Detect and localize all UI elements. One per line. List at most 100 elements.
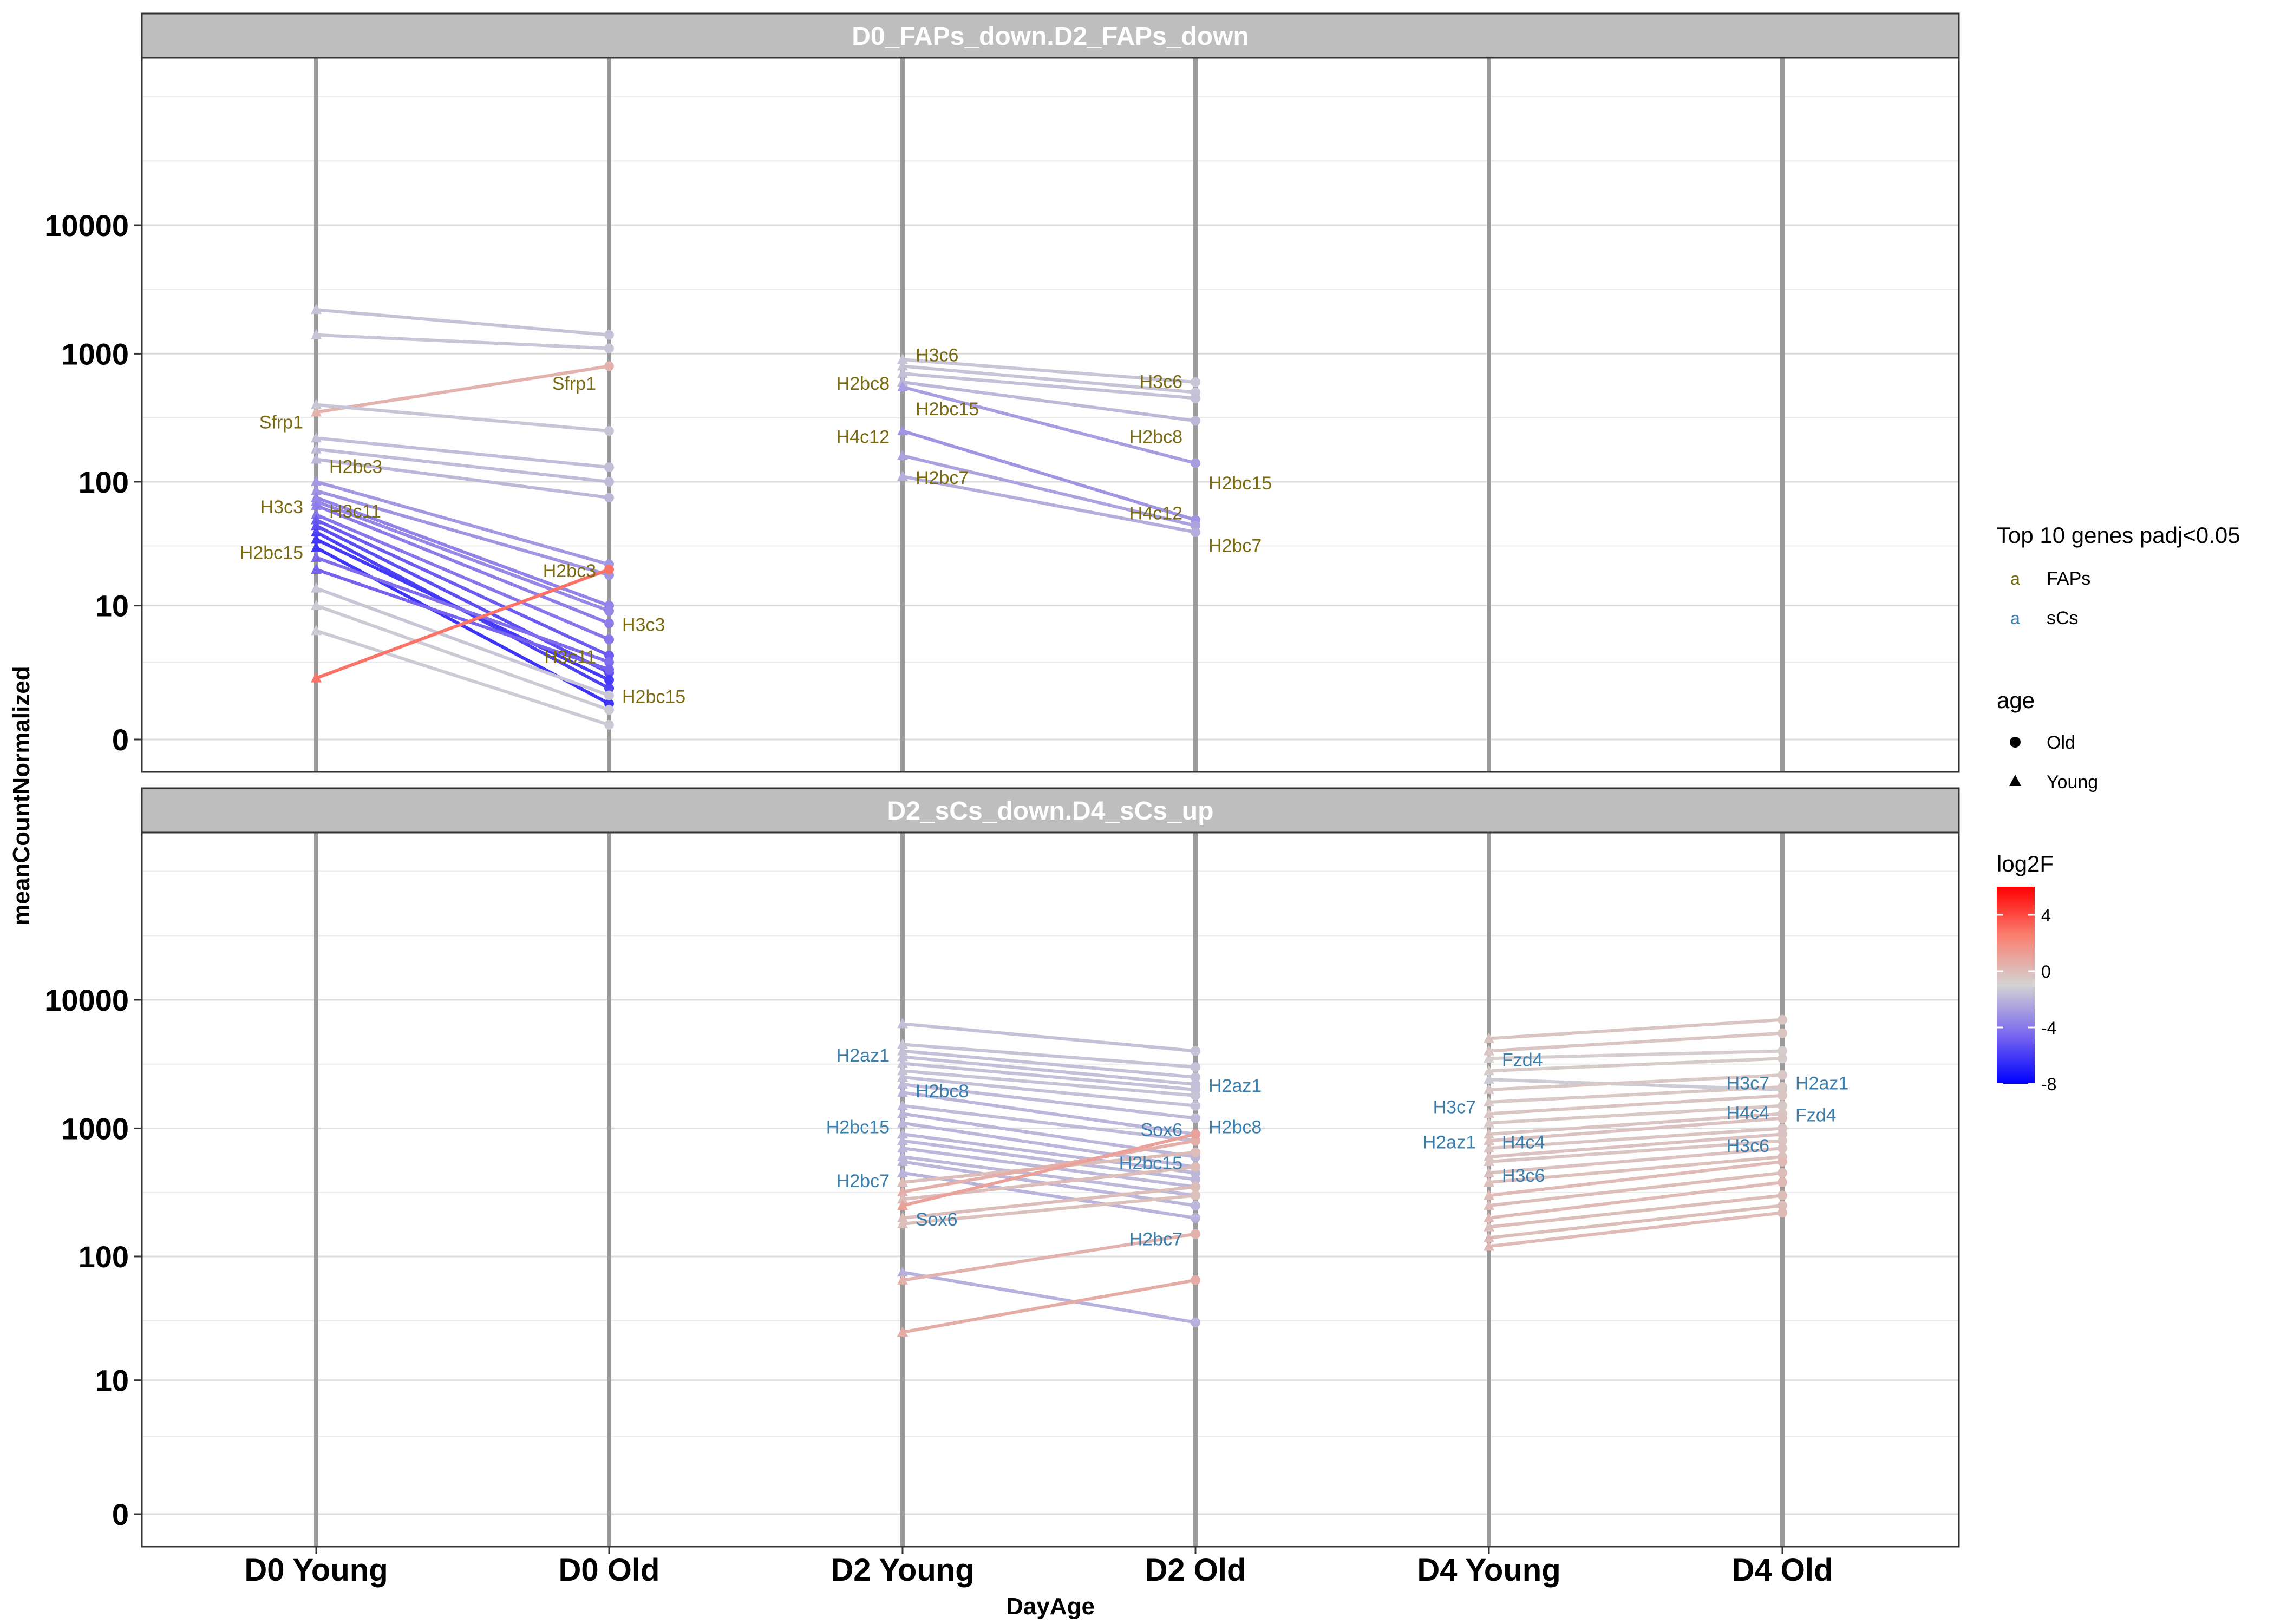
series-line	[901, 358, 1197, 384]
series-line	[901, 1049, 1197, 1079]
young-point	[311, 514, 322, 525]
old-point	[1191, 1090, 1200, 1101]
old-point	[1191, 1062, 1200, 1072]
old-point	[604, 657, 614, 667]
old-point	[604, 330, 614, 340]
old-point	[1191, 1113, 1200, 1123]
gene-label: H2bc3	[329, 456, 382, 477]
y-tick-label: 10	[95, 589, 129, 623]
series-line	[315, 524, 611, 675]
gene-label: H2bc15	[240, 543, 303, 564]
series-line	[315, 308, 611, 337]
young-point	[897, 1071, 908, 1082]
young-point	[311, 432, 322, 443]
young-point	[1484, 1155, 1494, 1166]
young-point	[311, 625, 322, 636]
series-line	[315, 586, 611, 697]
gene-label: H2bc7	[837, 1171, 890, 1191]
gene-label: H3c3	[622, 615, 665, 636]
gene-label: H3c3	[260, 497, 303, 518]
young-point	[897, 1217, 908, 1228]
series-line	[901, 385, 1197, 465]
gene-label: H2bc7	[1129, 1229, 1182, 1250]
series-line	[1487, 1211, 1784, 1248]
series-line	[1487, 1057, 1784, 1073]
gene-label: H3c6	[1502, 1165, 1545, 1186]
young-point	[1484, 1189, 1494, 1200]
series-line	[315, 629, 611, 726]
old-point	[1191, 1229, 1200, 1239]
young-point	[311, 520, 322, 531]
young-point	[897, 1135, 908, 1145]
series-line	[901, 381, 1197, 423]
young-point	[1484, 1221, 1494, 1232]
legend-age-item: Old	[2047, 732, 2075, 753]
legend-genes-item: sCs	[2047, 608, 2079, 628]
series-line	[901, 1075, 1197, 1108]
y-tick-label: 1000	[61, 337, 129, 371]
series-line	[901, 1155, 1197, 1197]
young-point	[1484, 1108, 1494, 1118]
young-point	[1484, 1232, 1494, 1242]
old-point	[604, 664, 614, 675]
old-point	[1778, 1177, 1787, 1188]
old-point	[1191, 1101, 1200, 1111]
y-tick-label: 10000	[44, 983, 129, 1017]
series-line	[901, 1121, 1197, 1169]
young-point	[1484, 1212, 1494, 1222]
series-line	[1487, 1127, 1784, 1150]
gene-label: H2bc8	[1208, 1117, 1262, 1137]
young-point	[897, 1051, 908, 1062]
young-point	[311, 526, 322, 536]
gene-label: H3c11	[329, 501, 381, 522]
series-line	[1487, 1181, 1784, 1220]
series-line	[1487, 1093, 1784, 1116]
old-point	[1191, 1190, 1200, 1201]
colorbar-tick-label: -8	[2041, 1075, 2056, 1094]
old-point	[1778, 1190, 1787, 1201]
legend: Top 10 genes padj<0.05 a FAPs a sCs age Old You…	[1997, 522, 2240, 1094]
old-point	[1778, 1113, 1787, 1123]
old-point	[604, 705, 614, 715]
old-point	[1191, 1147, 1200, 1157]
old-point	[604, 618, 614, 628]
old-point	[604, 606, 614, 616]
series-line	[315, 567, 611, 680]
series-line	[901, 1022, 1197, 1053]
panel-strip-label: D0_FAPs_down.D2_FAPs_down	[852, 22, 1249, 51]
young-point	[311, 453, 322, 464]
young-point	[897, 381, 908, 391]
young-point	[311, 582, 322, 593]
young-point	[1484, 1073, 1494, 1084]
x-tick-label: D0 Young	[244, 1553, 388, 1588]
old-point	[1191, 1317, 1200, 1327]
gene-label: Fzd4	[1502, 1050, 1543, 1070]
series-line	[1487, 1104, 1784, 1125]
young-point	[1484, 1045, 1494, 1056]
series-line	[901, 1104, 1197, 1143]
series-line	[901, 1232, 1197, 1282]
series-line	[315, 518, 611, 657]
young-point	[311, 443, 322, 454]
series-line	[901, 1055, 1197, 1086]
series-line	[1487, 1147, 1784, 1175]
series-line	[1487, 1049, 1784, 1060]
young-point	[897, 1038, 908, 1049]
young-point	[897, 1086, 908, 1097]
series-line	[901, 364, 1197, 394]
young-point	[1484, 1135, 1494, 1145]
young-point	[897, 1128, 908, 1139]
old-point	[604, 361, 614, 371]
gene-label: H3c11	[544, 647, 596, 667]
y-tick-label: 1000	[61, 1111, 129, 1145]
old-point	[1778, 1082, 1787, 1092]
young-point	[897, 1176, 908, 1187]
old-point	[1191, 1182, 1200, 1192]
old-point	[1191, 416, 1200, 426]
series-line	[1487, 1160, 1784, 1197]
old-point	[604, 462, 614, 473]
series-line	[315, 604, 611, 712]
legend-old-marker	[2010, 737, 2021, 748]
young-point	[1484, 1176, 1494, 1187]
young-point	[311, 508, 322, 519]
